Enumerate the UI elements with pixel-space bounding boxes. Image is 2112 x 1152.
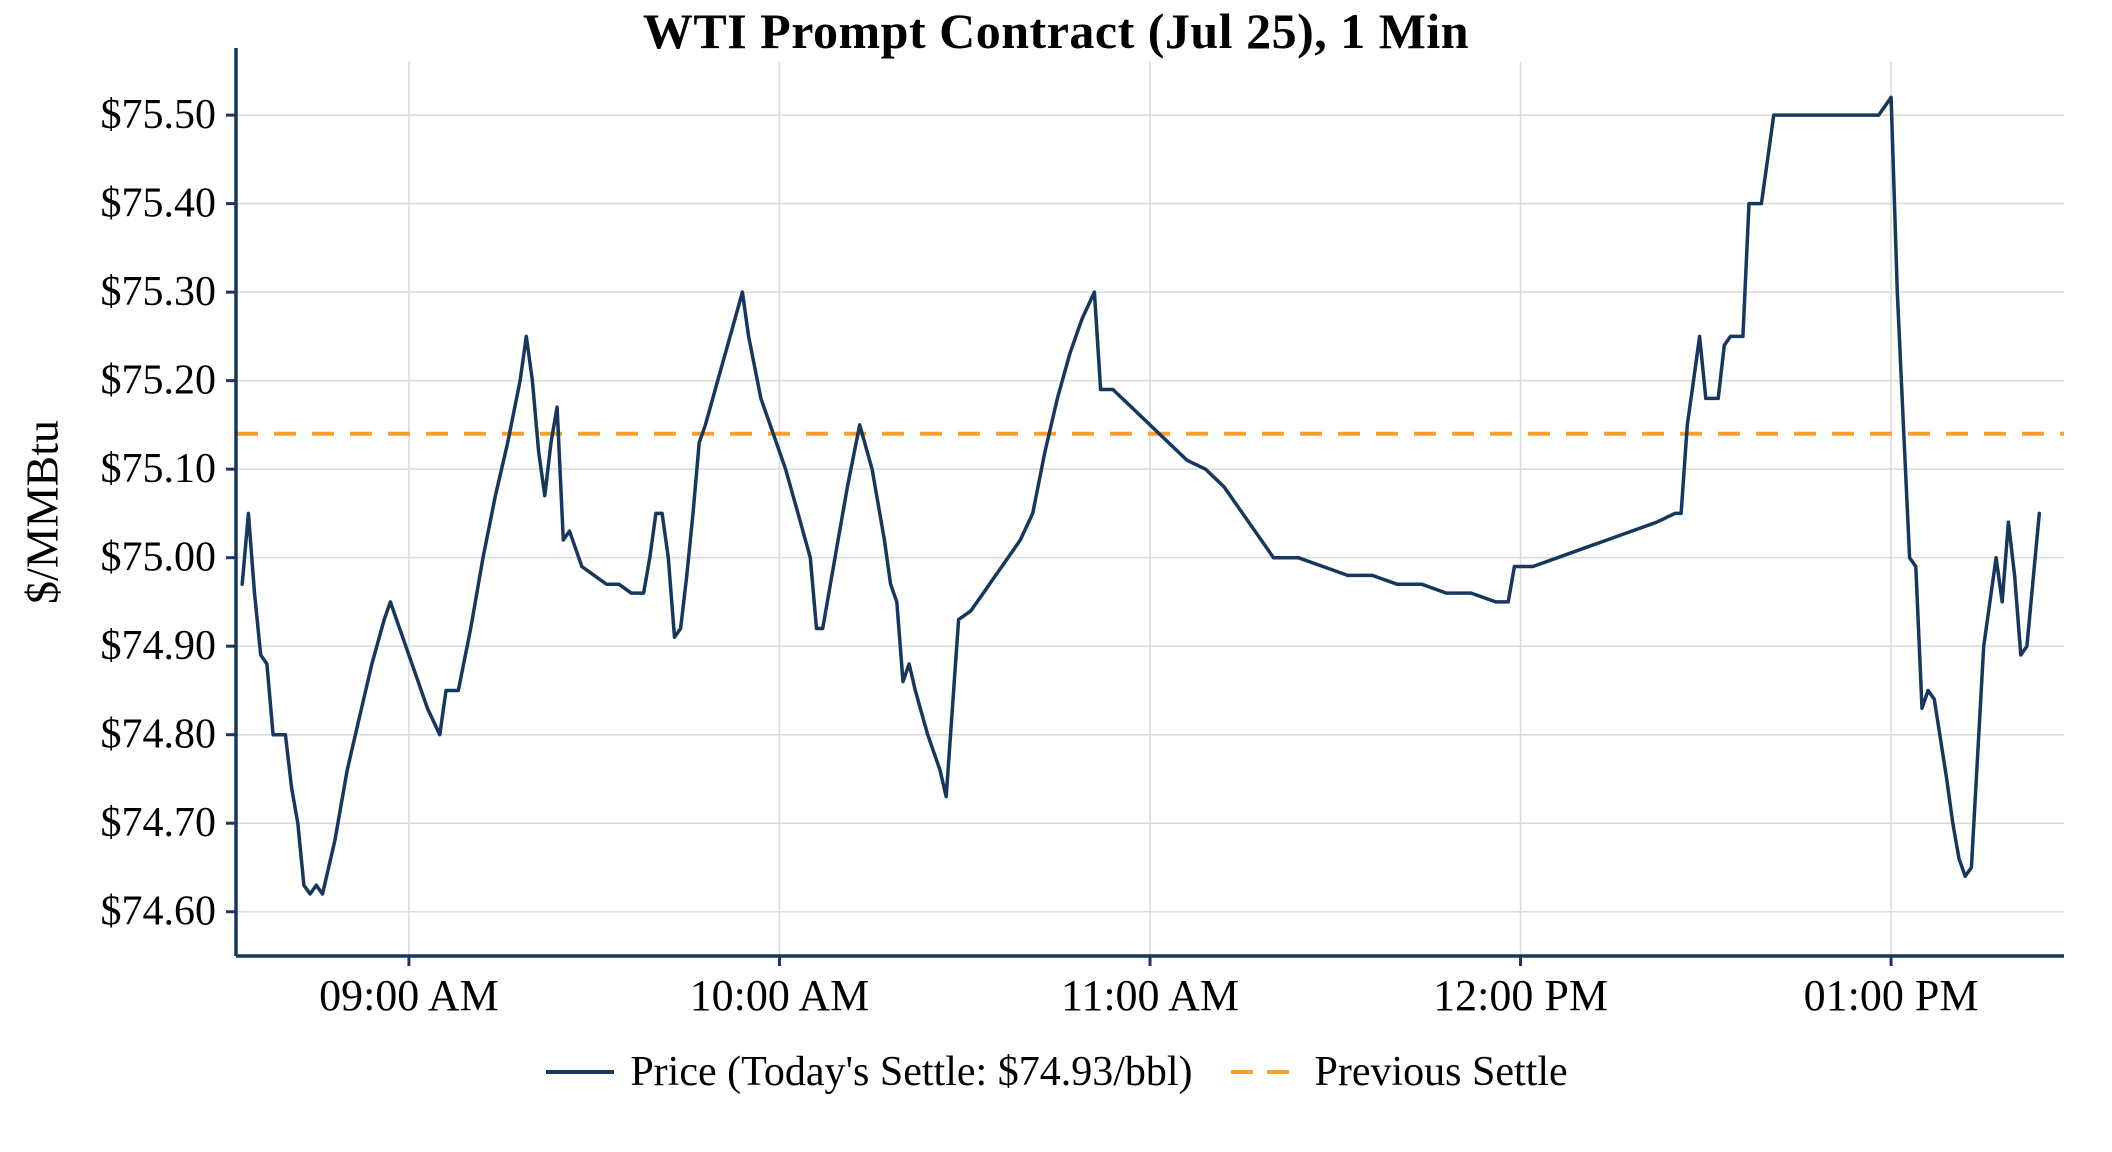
y-tick-label: $74.80 — [101, 712, 217, 758]
y-tick-label: $74.60 — [101, 889, 217, 935]
y-tick-label: $75.40 — [101, 181, 217, 227]
x-tick-label: 10:00 AM — [690, 971, 870, 1020]
previous-settle-swatch — [1230, 1070, 1299, 1074]
legend: Price (Today's Settle: $74.93/bbl) Previ… — [0, 1048, 2112, 1096]
price-line — [240, 95, 2042, 896]
y-tick-label: $75.50 — [101, 92, 217, 138]
legend-item-previous-settle: Previous Settle — [1229, 1048, 1568, 1096]
legend-previous-settle-label: Previous Settle — [1314, 1049, 1568, 1095]
x-tick-label: 11:00 AM — [1061, 971, 1239, 1020]
x-tick-label: 09:00 AM — [319, 971, 499, 1020]
y-tick-label: $75.30 — [101, 269, 217, 315]
x-tick-label: 01:00 PM — [1804, 971, 1979, 1020]
y-tick-label: $74.70 — [101, 800, 217, 846]
y-tick-label: $74.90 — [101, 623, 217, 669]
legend-price-label: Price (Today's Settle: $74.93/bbl) — [630, 1049, 1193, 1095]
x-tick-label: 12:00 PM — [1433, 971, 1608, 1020]
y-tick-label: $75.00 — [101, 535, 217, 581]
legend-item-price: Price (Today's Settle: $74.93/bbl) — [544, 1048, 1193, 1096]
price-line-swatch — [546, 1070, 615, 1074]
y-tick-label: $75.10 — [101, 446, 217, 492]
y-tick-label: $75.20 — [101, 358, 217, 404]
chart-title: WTI Prompt Contract (Jul 25), 1 Min — [642, 3, 1470, 59]
